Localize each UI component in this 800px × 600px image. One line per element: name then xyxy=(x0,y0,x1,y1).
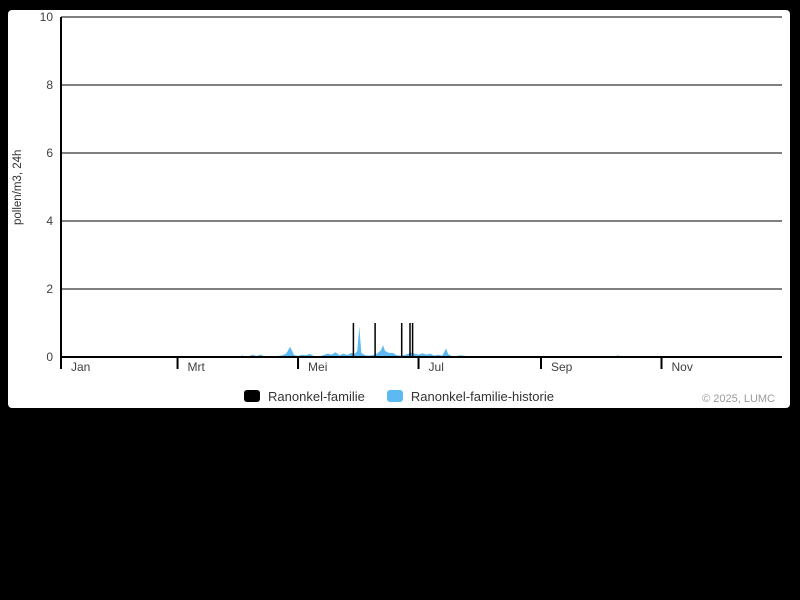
series-historie-area xyxy=(238,326,623,357)
y-tick-label: 4 xyxy=(46,214,53,228)
x-tick-label: Mrt xyxy=(188,360,206,374)
legend-item-ranonkel-familie-historie[interactable]: Ranonkel-familie-historie xyxy=(386,388,554,404)
y-axis-title: pollen/m3, 24h xyxy=(12,149,24,225)
y-tick-label: 8 xyxy=(46,78,53,92)
x-tick-label: Jan xyxy=(71,360,90,374)
legend-label-ranonkel-familie-historie: Ranonkel-familie-historie xyxy=(410,388,554,404)
x-tick-label: Jul xyxy=(429,360,444,374)
y-tick-label: 0 xyxy=(46,350,53,364)
pollen-chart-plot: 0 2 4 6 8 10 Jan Mrt Mei Jul Sep Nov xyxy=(40,10,782,374)
legend-swatch-blue-icon xyxy=(386,390,403,402)
y-tick-label: 10 xyxy=(40,10,54,24)
chart-panel: 0 2 4 6 8 10 Jan Mrt Mei Jul Sep Nov pollen/m3, 24h… xyxy=(8,10,790,408)
x-tick-label: Sep xyxy=(551,360,573,374)
x-tick-label: Nov xyxy=(672,360,693,374)
y-tick-label: 6 xyxy=(46,146,53,160)
credit-link[interactable]: © 2025, LUMC xyxy=(702,393,775,405)
legend-item-ranonkel-familie[interactable]: Ranonkel-familie xyxy=(244,389,365,404)
legend-swatch-black-icon xyxy=(244,390,261,402)
y-tick-label: 2 xyxy=(46,282,53,296)
x-tick-label: Mei xyxy=(308,360,327,374)
legend-label-ranonkel-familie: Ranonkel-familie xyxy=(268,388,365,404)
chart-legend: Ranonkel-familie Ranonkel-familie-histor… xyxy=(8,388,790,404)
